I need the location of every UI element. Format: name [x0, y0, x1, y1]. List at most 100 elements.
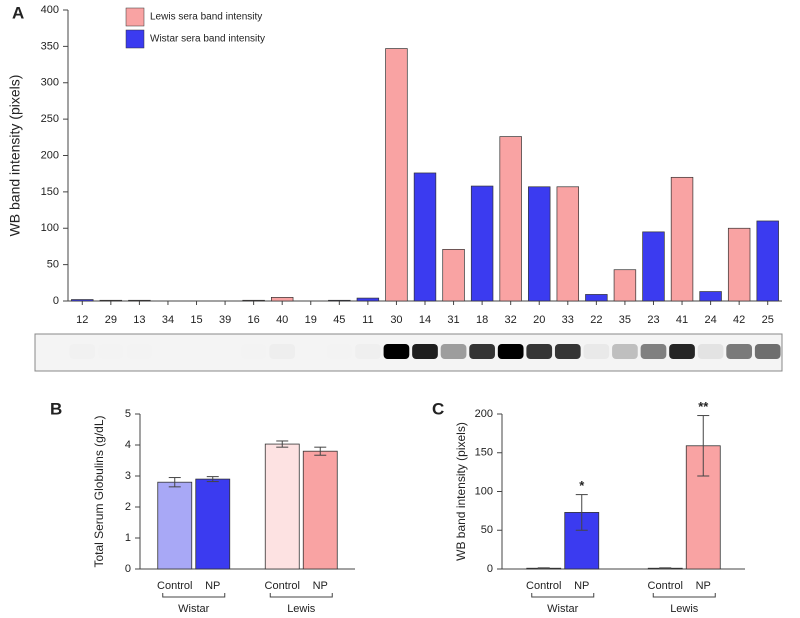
x-tick-label: 25	[762, 314, 774, 326]
x-tick-label: 12	[76, 314, 88, 326]
x-tick-label: Control	[265, 580, 300, 592]
blot-band	[412, 344, 438, 359]
y-axis-label: Total Serum Globulins (g/dL)	[92, 415, 106, 567]
x-tick-label: 31	[447, 314, 459, 326]
blot-band	[554, 344, 581, 359]
blot-band	[640, 344, 667, 359]
x-tick-label: 23	[647, 314, 659, 326]
y-tick-label: 50	[481, 524, 493, 536]
y-tick-label: 250	[41, 113, 59, 125]
y-tick-label: 2	[125, 501, 131, 513]
bar	[157, 481, 193, 570]
bar	[270, 297, 294, 302]
y-tick-label: 0	[487, 563, 493, 575]
blot-band	[497, 344, 524, 359]
x-tick-label: 33	[562, 314, 574, 326]
group-label: Lewis	[670, 603, 699, 615]
blot-band	[612, 344, 638, 359]
x-tick-label: 45	[333, 314, 345, 326]
x-tick-label: 32	[505, 314, 517, 326]
blot-band	[326, 344, 352, 359]
x-tick-label: NP	[696, 580, 711, 592]
x-tick-label: NP	[574, 580, 589, 592]
x-tick-label: 18	[476, 314, 488, 326]
x-tick-label: 13	[133, 314, 145, 326]
bar	[242, 299, 265, 302]
panel-label: A	[12, 3, 24, 22]
blot-band	[98, 344, 124, 359]
bar	[71, 299, 94, 302]
bar	[727, 227, 751, 302]
x-tick-label: 39	[219, 314, 231, 326]
x-tick-label: 30	[390, 314, 402, 326]
blot-band	[69, 344, 95, 359]
legend-label: Wistar sera band intensity	[150, 34, 265, 45]
x-tick-label: Control	[526, 580, 561, 592]
bar	[128, 299, 151, 302]
bar	[442, 248, 465, 302]
blot-band	[269, 344, 295, 359]
y-tick-label: 0	[125, 563, 131, 575]
y-tick-label: 350	[41, 40, 59, 52]
y-axis-label: WB band intensity (pixels)	[7, 75, 23, 237]
bar	[499, 136, 522, 302]
y-tick-label: 50	[47, 259, 59, 271]
bar	[99, 299, 123, 302]
x-tick-label: 15	[190, 314, 202, 326]
y-tick-label: 0	[53, 295, 59, 307]
x-tick-label: 22	[590, 314, 602, 326]
significance: *	[579, 478, 585, 493]
x-tick-label: 35	[619, 314, 631, 326]
y-tick-label: 100	[475, 485, 493, 497]
blot-band	[669, 344, 695, 359]
y-tick-label: 5	[125, 408, 131, 420]
x-tick-label: 14	[419, 314, 431, 326]
y-tick-label: 150	[41, 186, 59, 198]
bar	[613, 269, 637, 302]
bar	[756, 220, 779, 302]
y-tick-label: 200	[41, 149, 59, 161]
x-tick-label: NP	[313, 580, 328, 592]
y-tick-label: 3	[125, 470, 131, 482]
bar	[642, 231, 665, 302]
y-tick-label: 200	[475, 408, 493, 420]
y-tick-label: 1	[125, 532, 131, 544]
x-tick-label: 16	[248, 314, 260, 326]
group-bracket	[162, 593, 226, 598]
y-tick-label: 150	[475, 447, 493, 459]
bar	[195, 478, 231, 570]
group-bracket	[531, 593, 595, 598]
group-bracket	[652, 593, 716, 598]
y-tick-label: 4	[125, 439, 131, 451]
group-label: Lewis	[287, 603, 316, 615]
y-tick-label: 100	[41, 222, 59, 234]
x-tick-label: NP	[205, 580, 220, 592]
x-tick-label: 19	[305, 314, 317, 326]
blot-band	[726, 344, 753, 359]
bar	[413, 172, 437, 302]
legend-label: Lewis sera band intensity	[150, 12, 262, 23]
x-tick-label: 41	[676, 314, 688, 326]
bar	[699, 291, 722, 302]
bar	[670, 176, 694, 302]
significance: **	[698, 399, 709, 414]
group-bracket	[269, 593, 333, 598]
x-tick-label: 40	[276, 314, 288, 326]
blot-band	[583, 344, 610, 359]
group-label: Wistar	[547, 603, 579, 615]
panel-label: B	[50, 399, 62, 418]
blot-band	[697, 344, 724, 359]
bar	[385, 48, 408, 302]
blot-band	[754, 344, 781, 359]
group-label: Wistar	[178, 603, 210, 615]
legend-swatch	[125, 7, 145, 27]
x-tick-label: 42	[733, 314, 745, 326]
blot-band	[383, 344, 410, 359]
bar	[264, 443, 300, 570]
x-tick-label: Control	[157, 580, 192, 592]
bar	[556, 186, 580, 302]
bar	[528, 186, 551, 302]
x-tick-label: 34	[162, 314, 174, 326]
